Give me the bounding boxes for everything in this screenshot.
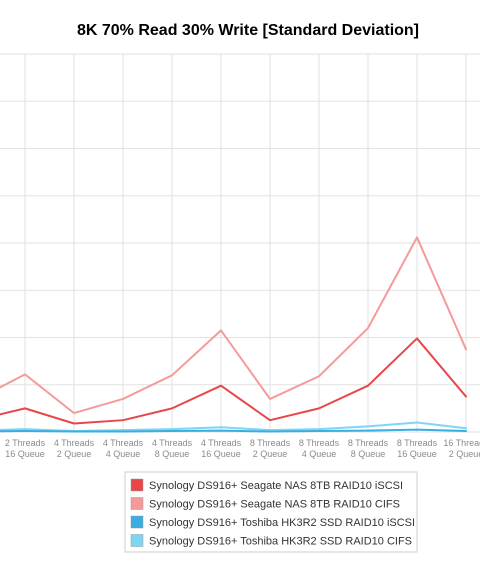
legend-label: Synology DS916+ Toshiba HK3R2 SSD RAID10… xyxy=(149,536,412,548)
legend-swatch xyxy=(130,534,144,547)
series-line xyxy=(0,236,467,415)
series-line xyxy=(0,337,467,425)
x-tick-label: 4 Threads 16 Queue xyxy=(201,438,242,459)
x-tick-label: 8 Threads 2 Queue xyxy=(250,438,291,459)
legend-label: Synology DS916+ Seagate NAS 8TB RAID10 i… xyxy=(149,480,403,492)
legend-label: Synology DS916+ Toshiba HK3R2 SSD RAID10… xyxy=(149,517,415,529)
series-line xyxy=(0,428,467,433)
chart-title: 8K 70% Read 30% Write [Standard Deviatio… xyxy=(77,22,419,39)
x-tick-label: 8 Threads 16 Queue xyxy=(397,438,438,459)
chart-legend: Synology DS916+ Seagate NAS 8TB RAID10 i… xyxy=(124,471,418,553)
x-tick-label: 8 Threads 8 Queue xyxy=(348,438,389,459)
legend-swatch xyxy=(130,497,144,510)
x-tick-label: 4 Threads 2 Queue xyxy=(54,438,95,459)
x-tick-label: 4 Threads 4 Queue xyxy=(103,438,144,459)
legend-swatch xyxy=(130,515,144,529)
x-tick-label: 8 Threads 4 Queue xyxy=(299,438,340,459)
legend-swatch xyxy=(130,478,144,492)
chart-series xyxy=(0,236,467,433)
x-tick-label: 2 Threads 16 Queue xyxy=(5,438,46,459)
legend-box xyxy=(124,471,418,553)
legend-label: Synology DS916+ Seagate NAS 8TB RAID10 C… xyxy=(149,499,400,511)
chart-grid xyxy=(0,53,480,433)
x-tick-label: 4 Threads 8 Queue xyxy=(152,438,193,459)
